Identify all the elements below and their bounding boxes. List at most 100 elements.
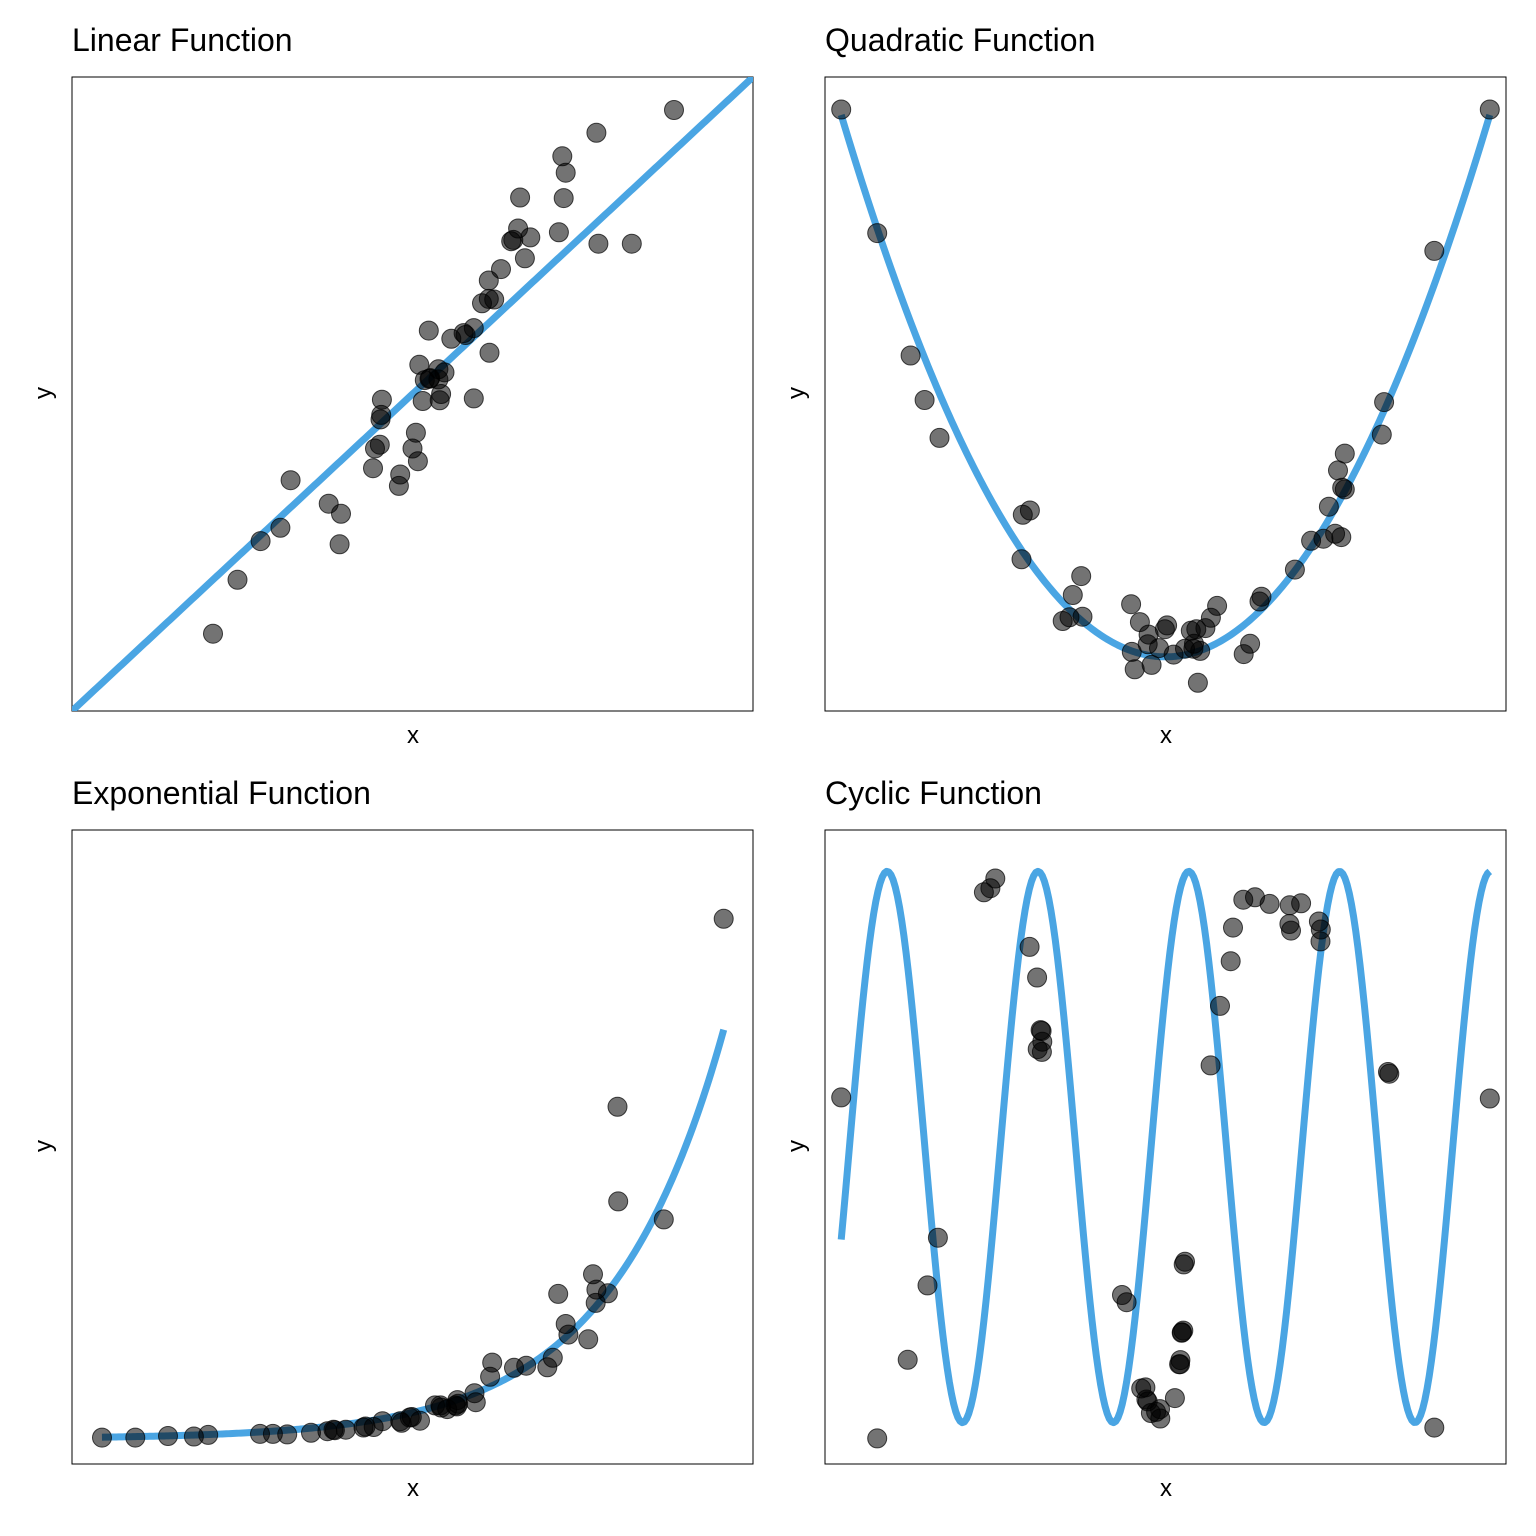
data-point: [1187, 672, 1208, 693]
data-point: [1170, 1350, 1191, 1371]
data-point: [410, 1410, 430, 1431]
data-point: [280, 470, 301, 491]
plot-frame: [71, 76, 754, 712]
data-point: [929, 427, 950, 448]
data-point: [1027, 967, 1048, 988]
data-point: [548, 222, 569, 243]
data-point: [250, 531, 271, 552]
data-point: [1150, 1399, 1170, 1420]
data-point: [514, 248, 535, 269]
data-point: [463, 318, 484, 339]
data-point: [92, 1427, 112, 1448]
data-point: [1223, 917, 1243, 938]
data-point: [434, 362, 455, 383]
data-point: [516, 1355, 537, 1376]
chart-title: Quadratic Function: [825, 22, 1096, 58]
data-point: [1071, 566, 1092, 587]
data-point: [1479, 1088, 1500, 1109]
fit-line: [837, 867, 1493, 1427]
data-point: [664, 100, 684, 120]
data-point: [1424, 240, 1445, 261]
data-point: [418, 320, 439, 341]
exponential-panel: Exponential Function x y: [0, 753, 768, 1521]
data-point: [1141, 654, 1162, 675]
data-point: [1332, 477, 1353, 498]
data-point: [1210, 995, 1230, 1016]
data-point: [831, 1087, 852, 1108]
data-point: [1328, 460, 1348, 481]
data-point: [484, 289, 505, 310]
data-point: [900, 345, 921, 366]
data-point: [1284, 559, 1305, 580]
data-point: [1031, 1041, 1052, 1062]
data-point: [482, 1352, 503, 1373]
data-point: [578, 1329, 599, 1350]
data-point: [1164, 1388, 1185, 1409]
data-point: [335, 1419, 356, 1440]
data-point: [1479, 99, 1500, 120]
data-point: [897, 1349, 918, 1370]
data-point: [653, 1209, 674, 1230]
data-point: [608, 1191, 629, 1212]
data-point: [412, 391, 433, 411]
data-point: [371, 404, 392, 425]
data-point: [1200, 1055, 1221, 1076]
data-point: [329, 534, 350, 555]
data-point: [1424, 1417, 1445, 1438]
data-point: [552, 146, 573, 167]
data-point: [1019, 936, 1040, 957]
data-point: [621, 233, 642, 254]
fit-line: [837, 113, 1494, 661]
data-point: [1157, 615, 1178, 636]
data-point: [607, 1096, 628, 1117]
data-point: [465, 1392, 486, 1413]
data-point: [583, 1264, 603, 1285]
x-axis-label: x: [407, 1475, 419, 1502]
data-point: [405, 422, 426, 443]
linear-plot: [71, 76, 754, 712]
x-axis-label: x: [1160, 722, 1172, 749]
chart-title: Linear Function: [72, 22, 293, 58]
data-point: [1121, 594, 1142, 615]
data-point: [1281, 920, 1301, 941]
data-point: [463, 388, 484, 409]
data-point: [1011, 549, 1032, 570]
data-point: [277, 1424, 298, 1445]
plot-frame: [71, 829, 754, 1465]
data-point: [1171, 1322, 1192, 1343]
data-point: [1207, 595, 1228, 616]
data-point: [927, 1227, 948, 1248]
cyclic-plot: [824, 829, 1507, 1465]
data-point: [431, 384, 452, 404]
data-point: [1334, 443, 1355, 464]
data-point: [158, 1426, 178, 1446]
data-point: [1291, 893, 1312, 914]
plot-frame: [824, 829, 1507, 1465]
cyclic-panel: Cyclic Function x y: [753, 753, 1521, 1521]
data-point: [713, 908, 734, 929]
data-point: [597, 1283, 618, 1304]
quadratic-panel: Quadratic Function x y: [753, 0, 1521, 768]
fit-line: [100, 1028, 728, 1441]
quadratic-plot: [824, 76, 1507, 712]
data-point: [479, 342, 500, 363]
data-point: [270, 517, 291, 538]
data-point: [1374, 392, 1395, 413]
data-point: [1012, 504, 1033, 525]
data-point: [227, 569, 248, 590]
data-point: [588, 233, 609, 254]
data-point: [1331, 527, 1352, 548]
data-point: [914, 390, 935, 410]
data-point: [1249, 591, 1270, 612]
data-point: [1175, 1251, 1195, 1272]
data-point: [867, 223, 888, 244]
data-point: [1220, 951, 1241, 972]
data-point: [542, 1347, 563, 1368]
data-point: [363, 458, 383, 479]
fit-line: [72, 77, 753, 711]
data-point: [390, 464, 411, 485]
y-axis-label: y: [30, 387, 57, 399]
data-point: [125, 1427, 146, 1448]
data-point: [1072, 606, 1093, 627]
linear-panel: Linear Function x y: [0, 0, 768, 768]
